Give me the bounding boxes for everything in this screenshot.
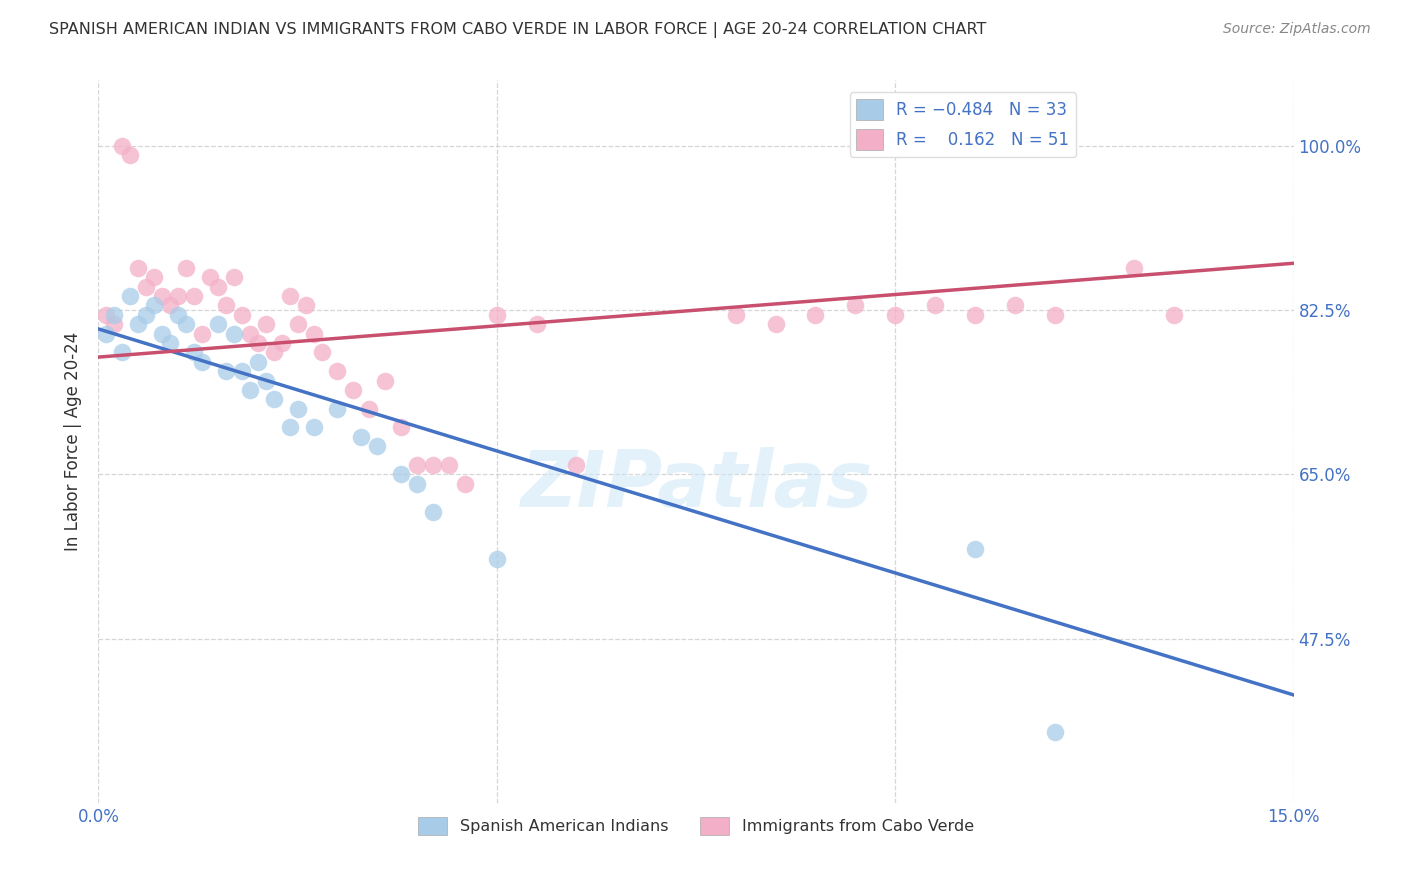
Point — [254, 318, 277, 332]
Point — [222, 270, 245, 285]
Point — [1043, 725, 1066, 739]
Point — [120, 289, 142, 303]
Point — [167, 308, 190, 322]
Point — [454, 476, 477, 491]
Point — [103, 308, 125, 322]
Point — [159, 336, 181, 351]
Point — [526, 318, 548, 332]
Point — [167, 289, 190, 303]
Legend: Spanish American Indians, Immigrants from Cabo Verde: Spanish American Indians, Immigrants fro… — [412, 811, 980, 842]
Y-axis label: In Labor Force | Age 20-24: In Labor Force | Age 20-24 — [65, 332, 83, 551]
Point — [120, 148, 142, 162]
Point — [96, 308, 118, 322]
Point — [287, 401, 309, 416]
Point — [389, 467, 412, 482]
Point — [326, 364, 349, 378]
Point — [350, 430, 373, 444]
Point — [207, 279, 229, 293]
Point — [1163, 308, 1185, 322]
Point — [183, 345, 205, 359]
Point — [326, 401, 349, 416]
Point — [765, 318, 787, 332]
Point — [406, 458, 429, 472]
Point — [159, 298, 181, 312]
Point — [1004, 298, 1026, 312]
Text: Source: ZipAtlas.com: Source: ZipAtlas.com — [1223, 22, 1371, 37]
Point — [884, 308, 907, 322]
Point — [302, 326, 325, 341]
Point — [278, 420, 301, 434]
Point — [963, 308, 986, 322]
Point — [287, 318, 309, 332]
Point — [1123, 260, 1146, 275]
Point — [103, 318, 125, 332]
Point — [311, 345, 333, 359]
Point — [437, 458, 460, 472]
Point — [183, 289, 205, 303]
Point — [198, 270, 221, 285]
Point — [127, 318, 149, 332]
Point — [135, 279, 157, 293]
Point — [804, 308, 827, 322]
Point — [422, 458, 444, 472]
Point — [111, 139, 134, 153]
Text: SPANISH AMERICAN INDIAN VS IMMIGRANTS FROM CABO VERDE IN LABOR FORCE | AGE 20-24: SPANISH AMERICAN INDIAN VS IMMIGRANTS FR… — [49, 22, 987, 38]
Point — [565, 458, 588, 472]
Point — [174, 318, 197, 332]
Point — [389, 420, 412, 434]
Point — [127, 260, 149, 275]
Point — [485, 551, 508, 566]
Point — [263, 392, 285, 407]
Point — [239, 383, 262, 397]
Point — [485, 308, 508, 322]
Point — [359, 401, 381, 416]
Point — [143, 270, 166, 285]
Point — [143, 298, 166, 312]
Point — [294, 298, 316, 312]
Point — [215, 364, 238, 378]
Point — [302, 420, 325, 434]
Point — [222, 326, 245, 341]
Point — [366, 439, 388, 453]
Point — [174, 260, 197, 275]
Point — [246, 336, 269, 351]
Point — [215, 298, 238, 312]
Point — [270, 336, 292, 351]
Point — [278, 289, 301, 303]
Point — [191, 355, 214, 369]
Point — [150, 289, 173, 303]
Point — [150, 326, 173, 341]
Point — [207, 318, 229, 332]
Point — [111, 345, 134, 359]
Point — [963, 542, 986, 557]
Point — [844, 298, 866, 312]
Point — [135, 308, 157, 322]
Point — [406, 476, 429, 491]
Point — [191, 326, 214, 341]
Point — [422, 505, 444, 519]
Point — [231, 308, 253, 322]
Point — [342, 383, 364, 397]
Text: ZIPatlas: ZIPatlas — [520, 447, 872, 523]
Point — [96, 326, 118, 341]
Point — [246, 355, 269, 369]
Point — [254, 374, 277, 388]
Point — [374, 374, 396, 388]
Point — [231, 364, 253, 378]
Point — [1043, 308, 1066, 322]
Point — [239, 326, 262, 341]
Point — [724, 308, 747, 322]
Point — [263, 345, 285, 359]
Point — [924, 298, 946, 312]
